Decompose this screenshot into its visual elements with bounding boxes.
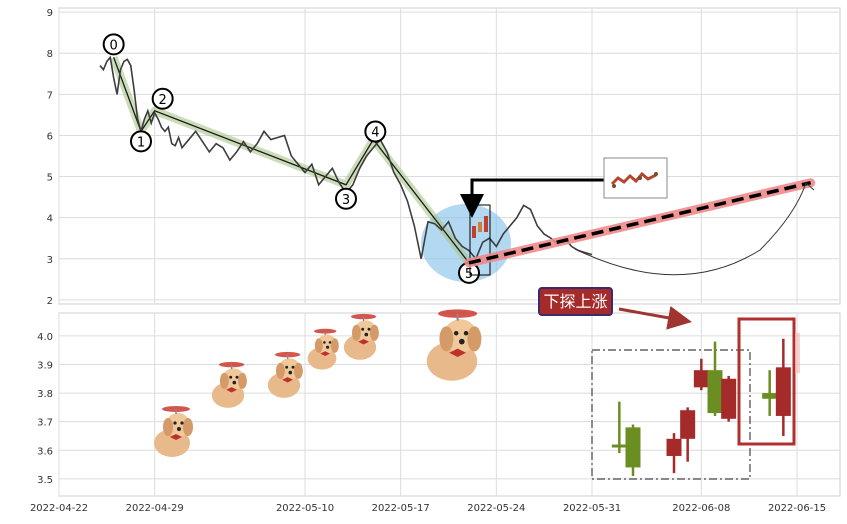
- curve-arc: [574, 182, 815, 276]
- annotation-badge: 下探上涨: [538, 287, 613, 316]
- y-tick-label: 8: [47, 49, 53, 60]
- candlesticks: [611, 338, 791, 476]
- x-axis: 2022-04-22 2022-04-29 2022-05-10 2022-05-17…: [30, 503, 826, 514]
- price-series: [99, 55, 593, 261]
- x-tick-label: 2022-06-15: [768, 503, 826, 514]
- y-tick-label: 9: [47, 8, 53, 19]
- y-tick-label: 5: [47, 173, 53, 184]
- y-tick-label: 3: [47, 255, 53, 266]
- zigzag-marker-label: 1: [137, 135, 145, 150]
- upper-y-axis: 2 3 4 5 6 7 8 9: [47, 8, 53, 307]
- upper-grid: [58, 8, 840, 304]
- reindeer-sleigh-icon: [610, 171, 658, 188]
- x-tick-label: 2022-05-10: [276, 503, 334, 514]
- candle-body: [762, 393, 778, 399]
- zigzag-marker-label: 5: [465, 267, 473, 282]
- red-frame: [737, 317, 796, 446]
- candle-body: [721, 378, 737, 419]
- puppy-decorations: [154, 309, 482, 457]
- callout-arrow: [460, 178, 604, 218]
- zigzag-marker-label: 3: [342, 193, 350, 208]
- zigzag-marker-label: 4: [371, 126, 379, 141]
- zigzag-marker: [151, 87, 174, 110]
- zigzag-marker: [335, 187, 357, 210]
- candle-body: [666, 438, 682, 456]
- zigzag-marker: [102, 33, 125, 56]
- y-tick-label: 3.5: [37, 475, 53, 486]
- zigzag-marker-label: 2: [159, 93, 167, 108]
- zigzag-marker-label: 0: [110, 38, 118, 53]
- x-tick-label: 2022-04-29: [126, 503, 184, 514]
- candle-body: [775, 367, 791, 416]
- y-tick-label: 6: [47, 131, 53, 142]
- trend-line: [468, 181, 812, 265]
- zigzag-marker: [364, 120, 387, 143]
- y-tick-label: 7: [47, 90, 53, 101]
- price-line: [99, 55, 593, 261]
- candle-body: [611, 444, 627, 448]
- zigzag-labels: 0 1 2 3 4 5: [102, 33, 480, 284]
- y-tick-label: 4: [47, 214, 53, 225]
- puppy-icon: [307, 328, 339, 370]
- candle-body: [625, 427, 641, 468]
- x-tick-label: 2022-05-31: [563, 503, 621, 514]
- candle-body: [707, 370, 723, 414]
- puppy-icon: [154, 406, 193, 457]
- y-tick-label: 2: [47, 296, 53, 307]
- annotation-arrow: [618, 306, 692, 330]
- puppy-icon: [267, 351, 303, 398]
- puppy-icon: [343, 313, 379, 360]
- y-tick-label: 3.7: [37, 418, 53, 429]
- y-tick-label: 3.6: [37, 446, 53, 457]
- x-tick-label: 2022-04-22: [30, 503, 88, 514]
- x-tick-label: 2022-05-24: [467, 503, 525, 514]
- x-tick-label: 2022-05-17: [372, 503, 430, 514]
- lower-y-axis: 3.5 3.6 3.7 3.8 3.9 4.0: [37, 332, 53, 486]
- y-tick-label: 4.0: [37, 332, 53, 343]
- puppy-icon: [426, 309, 482, 381]
- zigzag-marker: [130, 130, 152, 153]
- red-frame-shadow: [795, 333, 800, 373]
- x-tick-label: 2022-06-08: [672, 503, 730, 514]
- candle-body: [693, 370, 709, 388]
- annotation-label: 下探上涨: [543, 292, 607, 311]
- mini-candles-icon: [472, 216, 488, 238]
- y-tick-label: 3.8: [37, 389, 53, 400]
- puppy-icon: [211, 361, 247, 408]
- y-tick-label: 3.9: [37, 360, 53, 371]
- candle-body: [680, 410, 696, 439]
- thumbnail-box: [603, 157, 668, 199]
